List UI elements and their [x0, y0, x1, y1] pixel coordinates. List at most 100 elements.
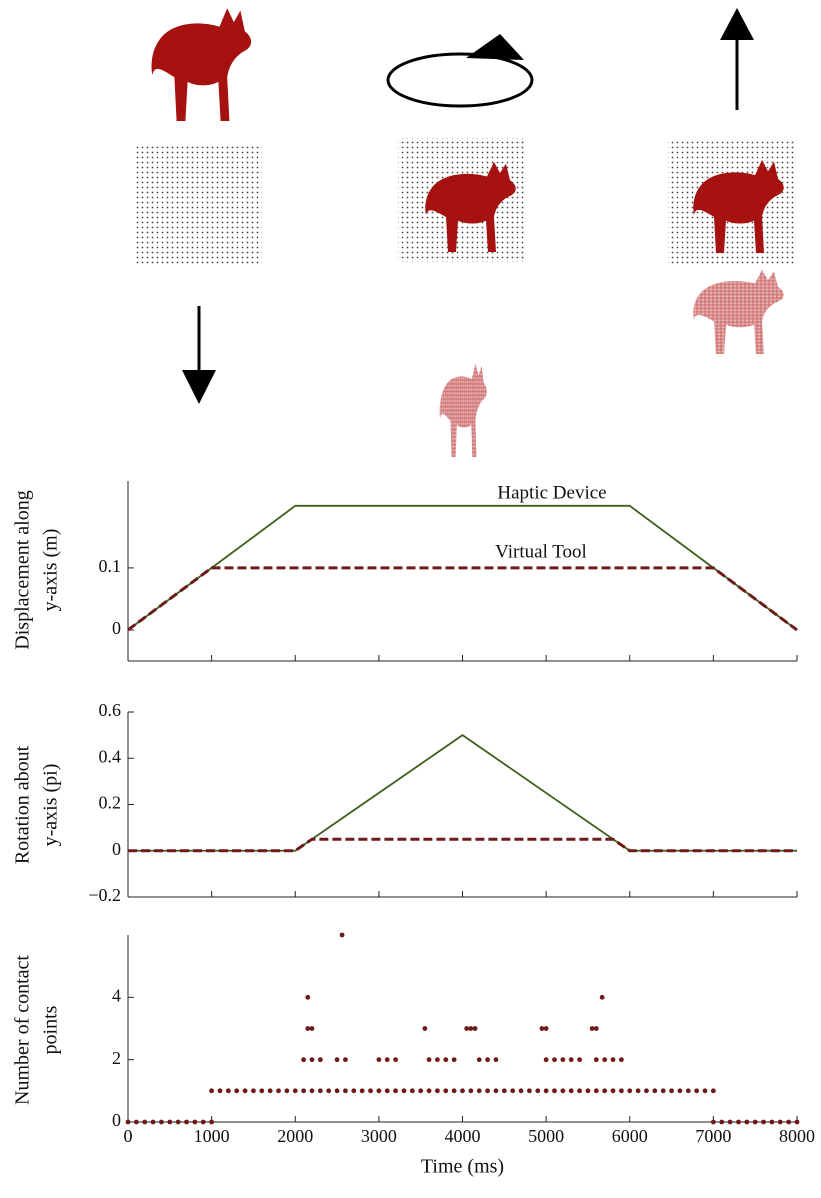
wolf-object: [440, 364, 487, 457]
point: [786, 1120, 791, 1125]
point: [410, 1088, 415, 1093]
point: [305, 995, 310, 1000]
point: [703, 1088, 708, 1093]
point: [243, 1088, 248, 1093]
point: [577, 1088, 582, 1093]
point: [678, 1088, 683, 1093]
x-tick-label: 6000: [612, 1126, 648, 1146]
point: [477, 1088, 482, 1093]
point: [293, 1088, 298, 1093]
point: [611, 1088, 616, 1093]
point: [519, 1088, 524, 1093]
point: [301, 1088, 306, 1093]
point: [234, 1088, 239, 1093]
y-tick-label: 0.1: [99, 556, 122, 576]
y-tick-label: 0.4: [99, 746, 122, 766]
point: [770, 1120, 775, 1125]
point: [151, 1120, 156, 1125]
point: [494, 1057, 499, 1062]
y-axis-label: y-axis (m): [40, 529, 62, 612]
point: [251, 1088, 256, 1093]
point: [711, 1088, 716, 1093]
illustration: [134, 8, 796, 457]
annotation: Haptic Device: [497, 482, 606, 503]
point: [351, 1088, 356, 1093]
point: [167, 1120, 172, 1125]
point: [376, 1088, 381, 1093]
x-tick-label: 5000: [528, 1126, 564, 1146]
point: [176, 1120, 181, 1125]
x-tick-label: 0: [124, 1126, 133, 1146]
point: [711, 1120, 716, 1125]
point: [276, 1088, 281, 1093]
y-axis-label: Displacement along: [12, 490, 34, 649]
annotation: Virtual Tool: [495, 541, 587, 562]
point: [326, 1088, 331, 1093]
y-axis-label: Rotation about: [12, 745, 34, 864]
point: [385, 1057, 390, 1062]
point: [376, 1057, 381, 1062]
y-axis-label: Number of contact: [12, 955, 34, 1105]
point: [600, 995, 605, 1000]
point: [477, 1057, 482, 1062]
point: [627, 1088, 632, 1093]
point: [443, 1088, 448, 1093]
point: [540, 1026, 545, 1031]
point: [590, 1026, 595, 1031]
point: [226, 1088, 231, 1093]
point: [209, 1120, 214, 1125]
point: [744, 1120, 749, 1125]
point: [586, 1088, 591, 1093]
point: [201, 1120, 206, 1125]
point: [619, 1057, 624, 1062]
x-tick-label: 8000: [779, 1126, 815, 1146]
x-tick-label: 4000: [445, 1126, 481, 1146]
y-tick-label: 0: [112, 1110, 121, 1130]
point: [209, 1088, 214, 1093]
point: [577, 1057, 582, 1062]
y-tick-label: 0: [112, 839, 121, 859]
point: [310, 1026, 315, 1031]
point: [485, 1057, 490, 1062]
point: [761, 1120, 766, 1125]
point: [343, 1057, 348, 1062]
x-tick-label: 3000: [361, 1126, 397, 1146]
point: [494, 1088, 499, 1093]
wolf-tool: [152, 8, 252, 121]
point: [460, 1088, 465, 1093]
rotation-head: [466, 34, 524, 60]
point: [393, 1088, 398, 1093]
point: [468, 1088, 473, 1093]
point: [669, 1088, 674, 1093]
point: [652, 1088, 657, 1093]
point: [552, 1088, 557, 1093]
point: [661, 1088, 666, 1093]
point: [544, 1026, 549, 1031]
point: [473, 1026, 478, 1031]
point: [301, 1057, 306, 1062]
point: [535, 1088, 540, 1093]
point: [218, 1088, 223, 1093]
point: [619, 1088, 624, 1093]
arrow-head: [720, 8, 754, 40]
point: [402, 1088, 407, 1093]
point: [594, 1057, 599, 1062]
point: [602, 1088, 607, 1093]
point: [464, 1026, 469, 1031]
point: [268, 1088, 273, 1093]
point: [310, 1057, 315, 1062]
point: [184, 1120, 189, 1125]
point: [385, 1088, 390, 1093]
page: Haptic rendering figure html, body { mar…: [0, 0, 821, 1193]
point: [142, 1120, 147, 1125]
point: [435, 1088, 440, 1093]
point: [159, 1120, 164, 1125]
point: [728, 1120, 733, 1125]
point: [427, 1057, 432, 1062]
point: [544, 1088, 549, 1093]
series-line-dashed: [128, 839, 797, 851]
point: [452, 1088, 457, 1093]
